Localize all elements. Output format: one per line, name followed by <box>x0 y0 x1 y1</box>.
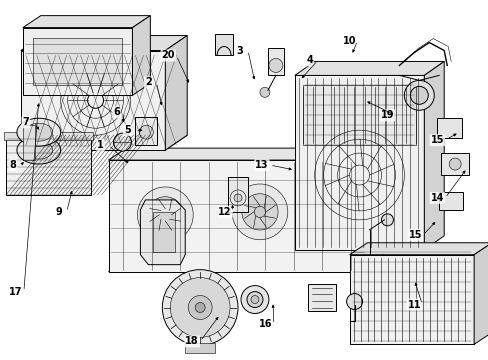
Polygon shape <box>17 118 61 146</box>
Bar <box>438 192 462 210</box>
Circle shape <box>232 184 287 240</box>
Circle shape <box>254 206 265 217</box>
Bar <box>349 255 473 345</box>
Bar <box>307 284 335 311</box>
Text: 18: 18 <box>185 336 199 346</box>
Polygon shape <box>21 36 187 50</box>
Circle shape <box>404 80 433 110</box>
Circle shape <box>188 296 212 319</box>
Polygon shape <box>140 200 185 265</box>
Circle shape <box>346 293 362 310</box>
Bar <box>33 37 122 85</box>
Polygon shape <box>473 243 488 345</box>
Circle shape <box>170 278 229 337</box>
Polygon shape <box>23 15 150 28</box>
Circle shape <box>113 133 131 151</box>
Polygon shape <box>294 62 443 75</box>
Text: 15: 15 <box>408 230 421 240</box>
Circle shape <box>160 209 170 220</box>
Text: 3: 3 <box>236 45 243 55</box>
Text: 19: 19 <box>380 110 393 120</box>
Text: 20: 20 <box>161 50 175 60</box>
Polygon shape <box>108 260 383 272</box>
Bar <box>302 85 415 145</box>
Polygon shape <box>294 75 424 250</box>
Bar <box>436 118 461 138</box>
Circle shape <box>268 58 282 72</box>
Polygon shape <box>21 135 187 150</box>
Text: 5: 5 <box>124 125 131 135</box>
Text: 7: 7 <box>22 117 29 127</box>
Polygon shape <box>25 123 53 141</box>
Text: 17: 17 <box>9 287 22 297</box>
Circle shape <box>147 197 183 233</box>
Bar <box>4 132 92 140</box>
Polygon shape <box>165 36 187 150</box>
Polygon shape <box>21 50 165 150</box>
Text: 13: 13 <box>255 160 268 170</box>
Circle shape <box>234 194 242 202</box>
Circle shape <box>448 158 460 170</box>
Circle shape <box>409 86 427 104</box>
Bar <box>215 33 233 55</box>
Polygon shape <box>349 243 488 255</box>
Polygon shape <box>108 148 383 160</box>
Text: 6: 6 <box>113 107 120 117</box>
Circle shape <box>241 285 268 314</box>
Circle shape <box>195 302 205 312</box>
Text: 8: 8 <box>9 160 16 170</box>
Text: 15: 15 <box>429 135 443 145</box>
Text: 10: 10 <box>342 36 356 46</box>
Bar <box>6 135 90 195</box>
Polygon shape <box>132 15 150 95</box>
Text: 1: 1 <box>97 140 104 150</box>
Circle shape <box>260 87 269 97</box>
Text: 14: 14 <box>429 193 443 203</box>
Text: 12: 12 <box>218 207 231 217</box>
Bar <box>267 48 283 75</box>
Bar <box>23 125 35 160</box>
Polygon shape <box>365 148 383 272</box>
Circle shape <box>137 187 193 243</box>
Text: 16: 16 <box>259 319 272 329</box>
Polygon shape <box>25 141 53 159</box>
Polygon shape <box>17 136 61 164</box>
Text: 9: 9 <box>55 207 62 217</box>
Circle shape <box>139 125 153 139</box>
Text: 2: 2 <box>145 77 151 87</box>
Circle shape <box>241 194 278 230</box>
Bar <box>440 153 468 175</box>
Circle shape <box>250 296 259 303</box>
Polygon shape <box>153 212 175 252</box>
Text: 4: 4 <box>306 55 312 66</box>
Bar <box>135 117 157 145</box>
Polygon shape <box>108 160 365 272</box>
Polygon shape <box>23 28 132 95</box>
Bar <box>227 177 247 212</box>
Text: 11: 11 <box>407 300 420 310</box>
Bar <box>185 343 215 353</box>
Circle shape <box>162 270 238 345</box>
Circle shape <box>381 214 393 226</box>
Polygon shape <box>424 62 443 250</box>
Circle shape <box>246 292 263 307</box>
